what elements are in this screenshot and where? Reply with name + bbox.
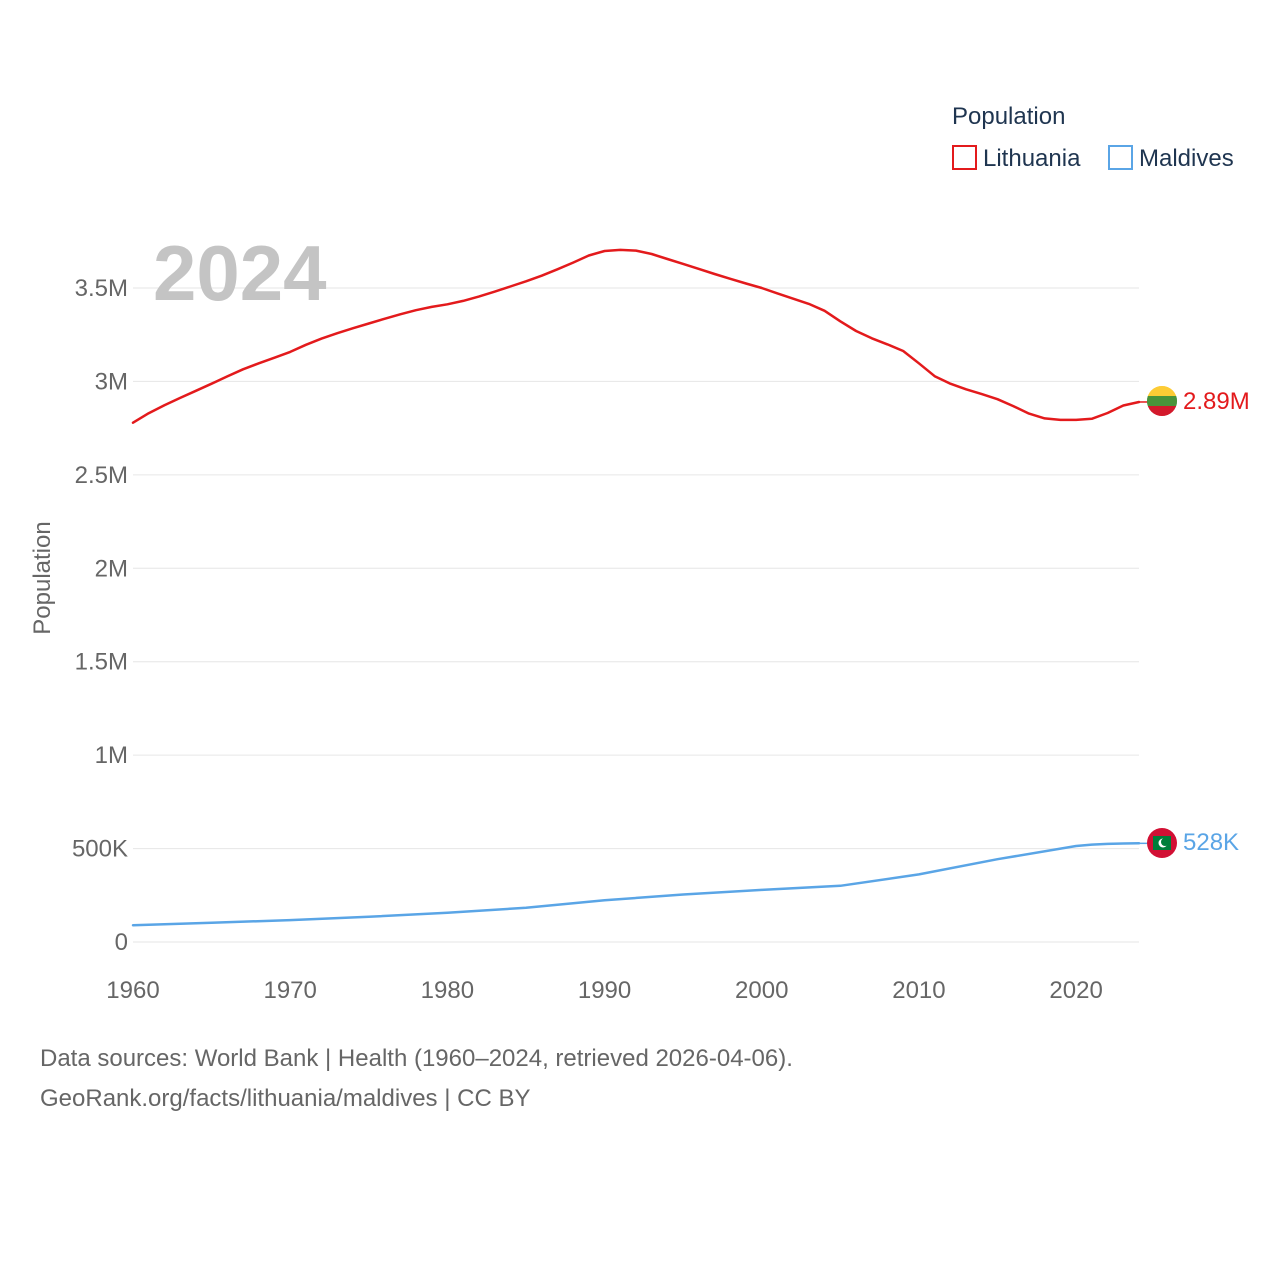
end-label-maldives: 528K	[1183, 829, 1239, 856]
lithuania-flag-icon	[1147, 386, 1177, 416]
y-tick-label: 3.5M	[75, 275, 128, 302]
legend-label-lithuania: Lithuania	[983, 145, 1081, 172]
y-tick-label: 2.5M	[75, 462, 128, 489]
year-label: 2024	[153, 229, 327, 317]
x-tick-label: 2010	[892, 977, 945, 1004]
end-label-lithuania: 2.89M	[1183, 388, 1250, 415]
legend: Population Lithuania Maldives	[952, 103, 1234, 172]
y-tick-label: 1.5M	[75, 649, 128, 676]
x-tick-label: 1980	[421, 977, 474, 1004]
footer-sources: Data sources: World Bank | Health (1960–…	[40, 1045, 793, 1072]
x-tick-label: 1970	[263, 977, 316, 1004]
x-axis-ticks: 1960 1970 1980 1990 2000 2010 2020	[106, 977, 1103, 1004]
series-line-maldives[interactable]	[131, 842, 1141, 927]
legend-label-maldives: Maldives	[1139, 145, 1234, 172]
footer-attribution: GeoRank.org/facts/lithuania/maldives | C…	[40, 1085, 531, 1112]
x-tick-label: 1990	[578, 977, 631, 1004]
x-tick-label: 1960	[106, 977, 159, 1004]
series-lines	[131, 248, 1150, 927]
y-tick-label: 3M	[95, 368, 128, 395]
grid-lines	[133, 287, 1139, 943]
y-tick-label: 0	[115, 929, 128, 956]
y-tick-label: 500K	[72, 836, 128, 863]
x-tick-label: 2000	[735, 977, 788, 1004]
legend-swatch-maldives	[1108, 145, 1133, 170]
y-axis-label: Population	[29, 521, 56, 634]
legend-swatch-lithuania	[952, 145, 977, 170]
legend-item-maldives[interactable]: Maldives	[1108, 145, 1234, 172]
series-line-lithuania[interactable]	[131, 248, 1141, 424]
y-tick-label: 2M	[95, 555, 128, 582]
y-axis-ticks: 0 500K 1M 1.5M 2M 2.5M 3M 3.5M	[72, 275, 128, 956]
legend-title: Population	[952, 103, 1065, 130]
maldives-flag-icon	[1147, 828, 1177, 858]
legend-item-lithuania[interactable]: Lithuania	[952, 145, 1081, 172]
x-tick-label: 2020	[1049, 977, 1102, 1004]
y-tick-label: 1M	[95, 742, 128, 769]
